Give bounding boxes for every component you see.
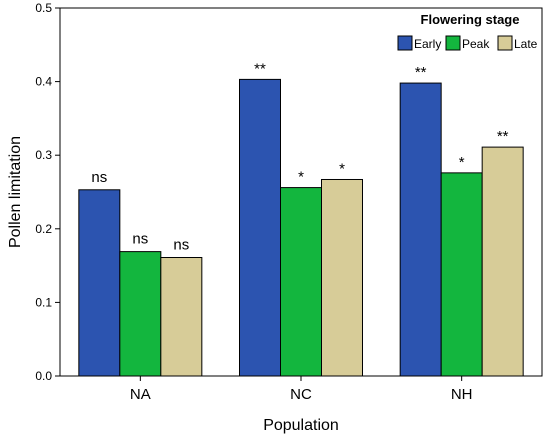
x-axis: NA NC NH [130, 376, 473, 403]
significance-label: * [298, 169, 304, 186]
legend-title: Flowering stage [421, 12, 520, 27]
bar-peak-na [119, 251, 162, 377]
bar-late-nh [481, 146, 524, 377]
x-axis-title: Population [263, 417, 339, 434]
bar-peak-nh [440, 172, 483, 377]
bar-late-nc [321, 178, 363, 377]
y-tick-label: 0.2 [35, 222, 52, 236]
significance-label: ns [91, 169, 107, 186]
significance-label: ns [173, 237, 189, 254]
legend: Flowering stage Early Peak Late [397, 12, 538, 51]
legend-swatch-peak [445, 35, 461, 51]
significance-label: * [339, 160, 345, 177]
legend-label-early: Early [414, 37, 441, 51]
y-tick-label: 0.0 [35, 369, 52, 383]
y-tick-label: 0.1 [35, 295, 52, 309]
significance-label: ns [132, 231, 148, 248]
significance-label: * [459, 154, 465, 171]
y-tick-label: 0.3 [35, 148, 52, 162]
y-axis: 0.0 0.1 0.2 0.3 0.4 0.5 [35, 1, 60, 383]
significance-label: ** [497, 128, 509, 145]
x-tick-label: NH [451, 386, 473, 403]
significance-label: ** [415, 64, 427, 81]
legend-swatch-early [397, 35, 413, 51]
bars-group [78, 78, 524, 377]
y-axis-title: Pollen limitation [7, 136, 24, 248]
legend-label-peak: Peak [462, 37, 490, 51]
significance-label: ** [254, 60, 266, 77]
bar-late-na [160, 257, 203, 377]
legend-label-late: Late [514, 37, 538, 51]
bar-early-nc [239, 78, 281, 377]
legend-swatch-late [497, 35, 513, 51]
y-tick-label: 0.4 [35, 75, 52, 89]
x-tick-label: NA [130, 386, 151, 403]
x-tick-label: NC [290, 386, 312, 403]
bar-peak-nc [280, 187, 322, 377]
y-tick-label: 0.5 [35, 1, 52, 15]
bar-early-nh [399, 82, 442, 377]
bar-early-na [78, 189, 121, 377]
